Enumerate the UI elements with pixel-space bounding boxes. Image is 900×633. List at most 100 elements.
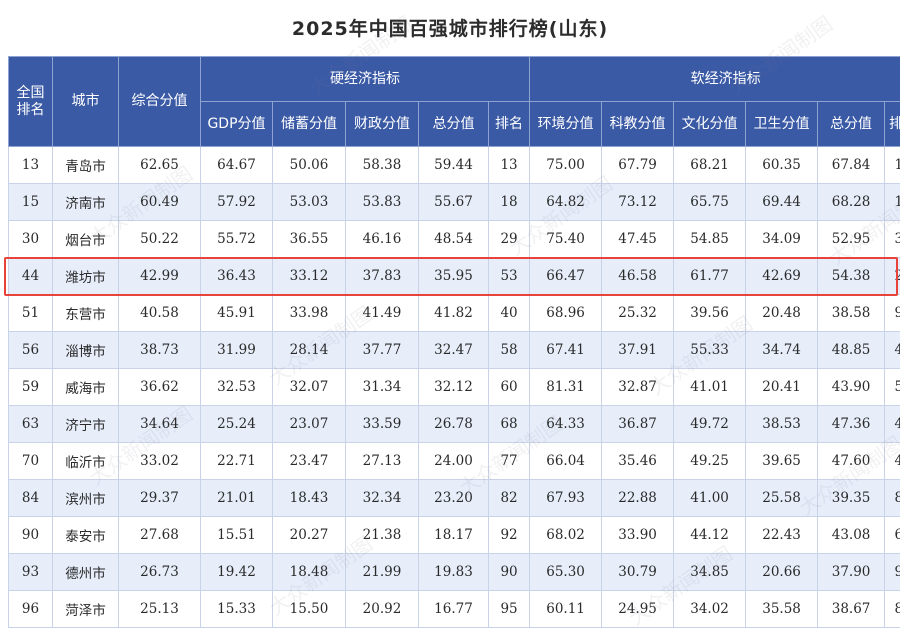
- header-finance: 财政分值: [345, 101, 419, 147]
- cell-hard-rank: 90: [487, 553, 531, 591]
- cell-overall: 25.13: [118, 590, 201, 628]
- cell-edu: 37.91: [601, 331, 675, 369]
- cell-gdp: 45.91: [200, 294, 273, 332]
- cell-city: 济宁市: [52, 405, 119, 443]
- header-soft-rank: 排名: [884, 101, 900, 147]
- cell-gdp: 57.92: [200, 183, 273, 221]
- cell-edu: 73.12: [601, 183, 675, 221]
- cell-overall: 27.68: [118, 516, 201, 554]
- cell-soft-rank: 58: [884, 368, 900, 406]
- cell-health: 35.58: [745, 590, 819, 628]
- cell-gdp: 25.24: [200, 405, 273, 443]
- cell-gdp: 64.67: [200, 146, 273, 184]
- cell-savings: 28.14: [272, 331, 346, 369]
- cell-savings: 15.50: [272, 590, 346, 628]
- cell-hard-rank: 40: [487, 294, 531, 332]
- cell-rank: 93: [8, 553, 53, 591]
- cell-env: 67.41: [529, 331, 603, 369]
- table-row: 84 滨州市 29.37 21.01 18.43 32.34 23.20 82 67.93 22.…: [8, 479, 900, 517]
- cell-hard-total: 32.47: [418, 331, 489, 369]
- cell-hard-rank: 29: [487, 220, 531, 258]
- cell-hard-total: 35.95: [418, 257, 489, 295]
- cell-rank: 84: [8, 479, 53, 517]
- header-overall-score: 综合分值: [118, 56, 201, 147]
- cell-rank: 51: [8, 294, 53, 332]
- table-row: 56 淄博市 38.73 31.99 28.14 37.77 32.47 58 67.41 37.…: [8, 331, 900, 369]
- cell-hard-total: 55.67: [418, 183, 489, 221]
- cell-culture: 54.85: [673, 220, 747, 258]
- cell-soft-total: 52.95: [817, 220, 886, 258]
- cell-city: 德州市: [52, 553, 119, 591]
- cell-hard-rank: 13: [487, 146, 531, 184]
- cell-health: 20.48: [745, 294, 819, 332]
- header-env: 环境分值: [529, 101, 603, 147]
- cell-health: 20.66: [745, 553, 819, 591]
- cell-finance: 37.83: [345, 257, 419, 295]
- cell-rank: 13: [8, 146, 53, 184]
- cell-culture: 39.56: [673, 294, 747, 332]
- cell-health: 25.58: [745, 479, 819, 517]
- cell-gdp: 31.99: [200, 331, 273, 369]
- cell-hard-rank: 60: [487, 368, 531, 406]
- cell-soft-total: 38.58: [817, 294, 886, 332]
- cell-env: 64.82: [529, 183, 603, 221]
- cell-soft-total: 54.38: [817, 257, 886, 295]
- cell-rank: 59: [8, 368, 53, 406]
- cell-culture: 41.00: [673, 479, 747, 517]
- cell-rank: 30: [8, 220, 53, 258]
- cell-edu: 25.32: [601, 294, 675, 332]
- cell-env: 67.93: [529, 479, 603, 517]
- cell-hard-total: 18.17: [418, 516, 489, 554]
- cell-finance: 21.38: [345, 516, 419, 554]
- cell-health: 69.44: [745, 183, 819, 221]
- cell-soft-rank: 10: [884, 183, 900, 221]
- cell-edu: 36.87: [601, 405, 675, 443]
- cell-finance: 21.99: [345, 553, 419, 591]
- cell-soft-total: 43.08: [817, 516, 886, 554]
- cell-health: 34.74: [745, 331, 819, 369]
- cell-health: 20.41: [745, 368, 819, 406]
- cell-finance: 20.92: [345, 590, 419, 628]
- header-health: 卫生分值: [745, 101, 819, 147]
- cell-gdp: 19.42: [200, 553, 273, 591]
- cell-overall: 42.99: [118, 257, 201, 295]
- cell-gdp: 55.72: [200, 220, 273, 258]
- cell-soft-rank: 48: [884, 442, 900, 480]
- cell-culture: 65.75: [673, 183, 747, 221]
- cell-rank: 90: [8, 516, 53, 554]
- cell-env: 68.02: [529, 516, 603, 554]
- cell-hard-total: 16.77: [418, 590, 489, 628]
- cell-overall: 50.22: [118, 220, 201, 258]
- cell-overall: 26.73: [118, 553, 201, 591]
- cell-env: 81.31: [529, 368, 603, 406]
- cell-city: 威海市: [52, 368, 119, 406]
- cell-soft-rank: 87: [884, 590, 900, 628]
- cell-culture: 49.25: [673, 442, 747, 480]
- cell-gdp: 22.71: [200, 442, 273, 480]
- header-national-rank: 全国 排名: [8, 56, 53, 147]
- cell-overall: 62.65: [118, 146, 201, 184]
- cell-soft-rank: 82: [884, 479, 900, 517]
- cell-hard-rank: 82: [487, 479, 531, 517]
- cell-env: 60.11: [529, 590, 603, 628]
- cell-health: 38.53: [745, 405, 819, 443]
- cell-health: 60.35: [745, 146, 819, 184]
- cell-overall: 29.37: [118, 479, 201, 517]
- cell-savings: 18.48: [272, 553, 346, 591]
- cell-savings: 23.47: [272, 442, 346, 480]
- cell-soft-total: 68.28: [817, 183, 886, 221]
- cell-hard-rank: 77: [487, 442, 531, 480]
- cell-savings: 18.43: [272, 479, 346, 517]
- cell-savings: 20.27: [272, 516, 346, 554]
- table-row: 59 威海市 36.62 32.53 32.07 31.34 32.12 60 81.31 32.…: [8, 368, 900, 406]
- cell-edu: 30.79: [601, 553, 675, 591]
- cell-gdp: 32.53: [200, 368, 273, 406]
- cell-finance: 31.34: [345, 368, 419, 406]
- header-culture: 文化分值: [673, 101, 747, 147]
- cell-finance: 27.13: [345, 442, 419, 480]
- cell-hard-total: 23.20: [418, 479, 489, 517]
- cell-savings: 33.98: [272, 294, 346, 332]
- cell-overall: 40.58: [118, 294, 201, 332]
- cell-finance: 58.38: [345, 146, 419, 184]
